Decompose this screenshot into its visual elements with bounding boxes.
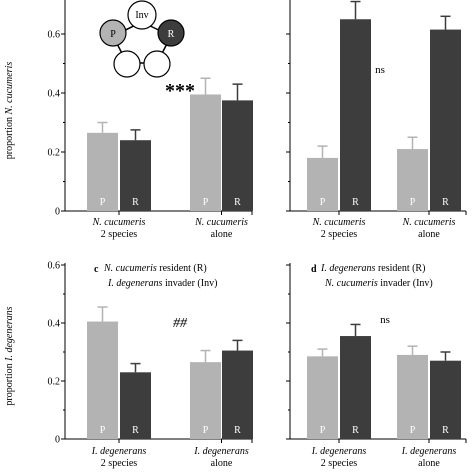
panel-a: 0 0.2 0.4 0.6 proportion N. cucumeris P R N. cu… — [4, 0, 253, 240]
bar-p — [87, 321, 118, 439]
diagram-node — [113, 50, 141, 78]
bar-r — [340, 336, 371, 439]
significance-label: ns — [375, 64, 385, 76]
bar-label: P — [203, 425, 209, 436]
category-subtitle: alone — [418, 229, 440, 240]
category-subtitle: alone — [418, 458, 440, 469]
bar-p — [190, 94, 221, 211]
bar-r — [430, 29, 461, 212]
y-tick-label: 0.2 — [48, 377, 61, 388]
bar-label: R — [132, 425, 139, 436]
category-subtitle: 2 species — [101, 458, 137, 469]
bar-r — [120, 140, 151, 211]
bar-label: P — [100, 425, 106, 436]
category-subtitle: alone — [211, 458, 233, 469]
bar-label: P — [100, 197, 106, 208]
y-tick-label: 0.6 — [48, 261, 61, 272]
bar-r — [340, 19, 371, 211]
bar-label: P — [203, 197, 209, 208]
significance-label: ns — [380, 314, 390, 326]
bar-r — [222, 350, 253, 439]
diagram-r-label: R — [168, 29, 175, 40]
diagram-node-p — [99, 19, 127, 47]
category-subtitle: alone — [211, 229, 233, 240]
bar-label: R — [234, 425, 241, 436]
bar-label: P — [410, 425, 416, 436]
y-tick-label: 0.2 — [48, 148, 61, 159]
category-name: N. cucumeris — [92, 217, 146, 228]
category-name: N. cucumeris — [312, 217, 366, 228]
panel-c: 0 0.2 0.4 0.6 proportion I. degenerans P R I. d… — [4, 261, 253, 469]
category-subtitle: 2 species — [101, 229, 137, 240]
bar-r — [120, 372, 151, 439]
diagram-inv-label: Inv — [135, 10, 148, 21]
bar-p — [397, 149, 428, 211]
y-tick-label: 0 — [55, 435, 60, 446]
category-name: I. degenerans — [401, 446, 457, 457]
bar-r — [430, 360, 461, 439]
panel-title-line: I. degenerans invader (Inv) — [107, 278, 217, 289]
category-subtitle: 2 species — [321, 229, 357, 240]
bar-label: R — [442, 197, 449, 208]
y-tick-label: 0.6 — [48, 30, 61, 41]
bar-label: R — [352, 197, 359, 208]
panel-title-line: I. degenerans resident (R) — [320, 263, 425, 274]
y-tick-label: 0.4 — [48, 89, 61, 100]
bar-label: P — [410, 197, 416, 208]
bar-label: R — [132, 197, 139, 208]
diagram-node-r — [157, 19, 185, 47]
bar-p — [397, 354, 428, 439]
panels: 0 0.2 0.4 0.6 proportion N. cucumeris P R N. cu… — [4, 0, 467, 469]
diagram-node — [143, 50, 171, 78]
panel-title-line: N. cucumeris resident (R) — [103, 263, 207, 274]
panel-d-letter: d — [311, 264, 317, 275]
panel-title-line: N. cucumeris invader (Inv) — [324, 278, 433, 289]
bar-label: P — [320, 197, 326, 208]
bar-p — [307, 356, 338, 439]
y-tick-label: 0.4 — [48, 319, 61, 330]
category-name: I. degenerans — [311, 446, 367, 457]
category-name: I. degenerans — [91, 446, 147, 457]
diagram-node-inv — [127, 0, 157, 30]
significance-label: *** — [165, 80, 195, 102]
y-axis-label: proportion N. cucumeris — [4, 62, 15, 160]
bar-p — [307, 157, 338, 211]
bar-label: P — [320, 425, 326, 436]
bar-label: R — [352, 425, 359, 436]
y-tick-label: 0 — [55, 207, 60, 218]
bar-label: R — [442, 425, 449, 436]
category-name: N. cucumeris — [402, 217, 456, 228]
bar-label: R — [234, 197, 241, 208]
bar-r — [222, 100, 253, 211]
category-subtitle: 2 species — [321, 458, 357, 469]
significance-label: ## — [173, 316, 188, 331]
bar-p — [190, 362, 221, 439]
category-name: N. cucumeris — [194, 217, 248, 228]
bar-p — [87, 132, 118, 211]
pentagon-diagram: Inv P R — [99, 0, 185, 78]
diagram-p-label: P — [110, 29, 116, 40]
y-axis-label: proportion I. degenerans — [4, 306, 15, 405]
panel-c-letter: c — [94, 264, 99, 275]
category-name: I. degenerans — [193, 446, 249, 457]
